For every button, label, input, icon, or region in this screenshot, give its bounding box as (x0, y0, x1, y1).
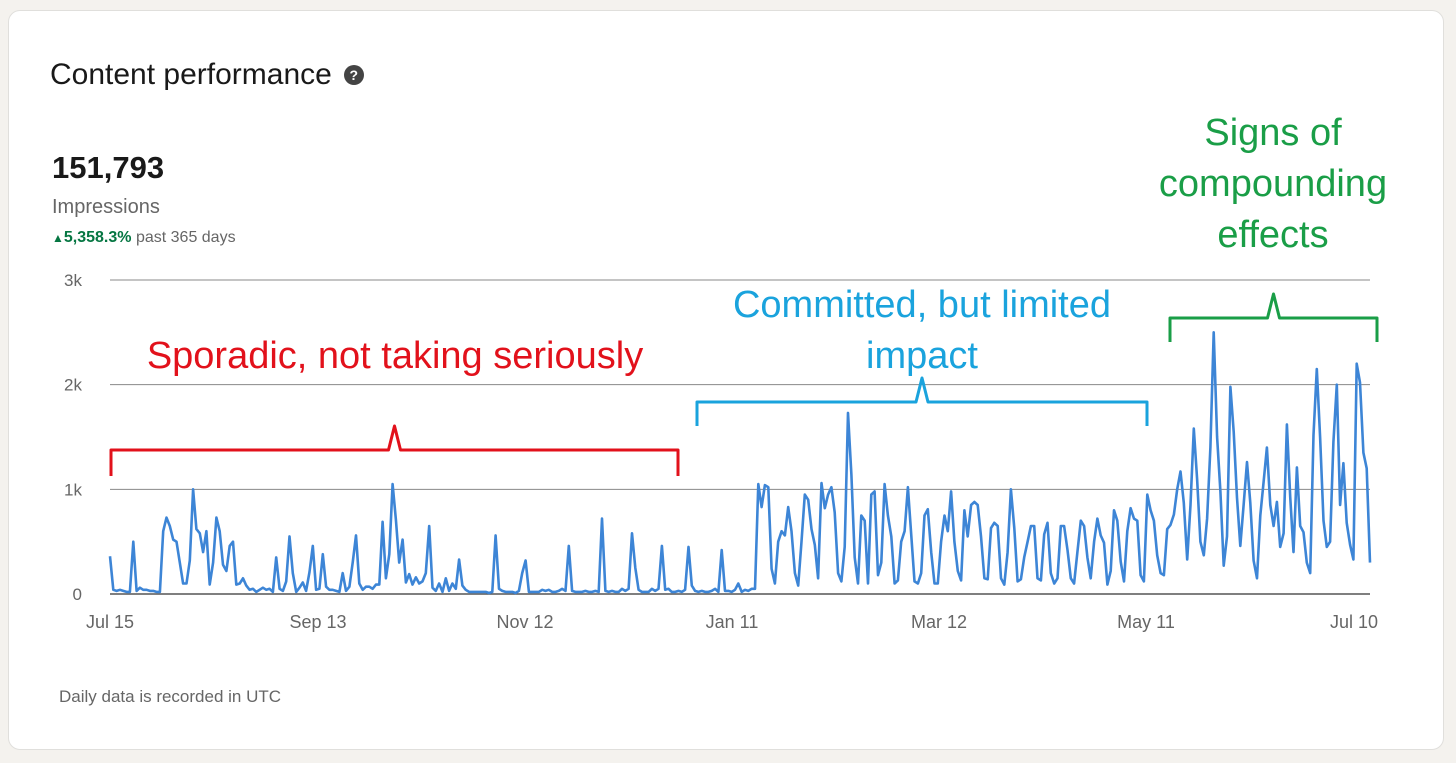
impressions-series-line (108, 331, 1372, 595)
content-performance-card (8, 10, 1444, 750)
annotation-compounding: Signs of compounding effects (1159, 112, 1387, 256)
annotation-sporadic: Sporadic, not taking seriously (147, 335, 643, 377)
x-tick-label: Mar 12 (911, 612, 967, 632)
y-tick-label: 1k (64, 480, 82, 499)
x-tick-label: May 11 (1117, 612, 1175, 632)
footnote: Daily data is recorded in UTC (59, 687, 282, 706)
help-icon[interactable]: ? (343, 65, 364, 85)
change-percent: 5,358.3% (63, 229, 132, 246)
annotation-committed: Committed, but limited impact (733, 284, 1111, 377)
trend-up-icon: ▲ (52, 231, 64, 245)
y-tick-label: 0 (73, 585, 82, 604)
annotation-brace-committed (695, 376, 1149, 426)
x-tick-label: Sep 13 (289, 612, 346, 632)
card-title: Content performance ? (50, 58, 364, 92)
annotation-brace-compounding (1168, 292, 1379, 342)
x-tick-label: Jan 11 (706, 612, 759, 632)
impressions-value: 151,793 (52, 150, 165, 185)
card-title-text: Content performance (50, 58, 332, 91)
change-row: ▲5,358.3% past 365 days (52, 229, 236, 247)
x-tick-label: Nov 12 (496, 612, 553, 632)
annotation-brace-sporadic (109, 424, 680, 476)
x-tick-label: Jul 10 (1330, 612, 1378, 632)
change-period: past 365 days (135, 229, 236, 246)
x-tick-label: Jul 15 (86, 612, 134, 632)
y-tick-label: 2k (64, 376, 82, 395)
y-tick-label: 3k (64, 271, 82, 290)
impressions-label: Impressions (52, 196, 160, 218)
